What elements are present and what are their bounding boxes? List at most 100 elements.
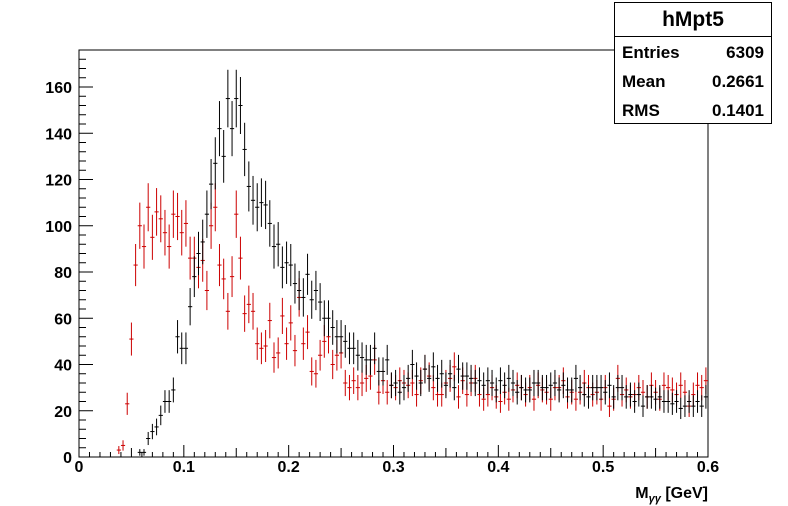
data-point: [598, 374, 604, 401]
data-point: [242, 122, 247, 177]
data-point: [292, 263, 298, 304]
data-point: [204, 270, 209, 311]
data-point: [473, 369, 478, 397]
series-black-points: [137, 69, 708, 456]
data-point: [464, 362, 469, 390]
data-point: [313, 270, 319, 311]
data-point: [250, 175, 256, 225]
data-point: [448, 359, 453, 388]
data-point: [477, 367, 482, 394]
y-tick-label: 160: [45, 80, 72, 97]
data-point: [179, 332, 184, 365]
data-point: [276, 222, 281, 267]
data-point: [376, 357, 381, 386]
data-point: [489, 369, 495, 397]
data-point: [397, 380, 402, 405]
data-point: [498, 367, 503, 394]
data-point: [116, 446, 121, 455]
data-point: [188, 236, 193, 280]
y-tick-label: 60: [54, 311, 72, 328]
data-point: [263, 329, 268, 363]
data-point: [703, 385, 708, 409]
data-point: [171, 190, 176, 238]
y-tick-label: 0: [63, 450, 72, 467]
data-point: [632, 390, 637, 413]
data-point: [234, 190, 239, 238]
data-point: [582, 382, 587, 407]
data-point: [674, 390, 679, 413]
x-axis-title: Mγγ [GeV]: [635, 485, 708, 505]
data-point: [699, 395, 704, 417]
data-point: [452, 374, 457, 401]
data-point: [544, 374, 549, 401]
data-point: [640, 395, 646, 417]
data-point: [343, 325, 348, 358]
stats-label: Mean: [622, 72, 666, 91]
data-point: [519, 374, 524, 401]
data-point: [624, 385, 629, 409]
data-point: [196, 231, 201, 276]
data-point: [255, 327, 260, 360]
data-point: [284, 327, 289, 360]
data-point: [288, 243, 293, 287]
data-point: [565, 377, 570, 403]
data-point: [246, 285, 251, 324]
data-point: [343, 369, 348, 397]
data-point: [368, 344, 373, 375]
data-point: [569, 377, 574, 403]
data-point: [221, 258, 226, 300]
x-tick-label: 0.3: [382, 459, 404, 476]
y-tick-label: 40: [54, 358, 72, 375]
data-point: [179, 209, 184, 256]
data-point: [695, 390, 700, 413]
data-point: [401, 374, 407, 401]
data-point: [691, 395, 696, 417]
data-point: [678, 372, 683, 399]
data-point: [468, 364, 474, 392]
data-point: [578, 374, 583, 401]
data-point: [414, 362, 419, 390]
data-point: [208, 159, 214, 210]
data-point: [167, 390, 172, 413]
data-point: [288, 305, 293, 341]
data-point: [141, 224, 147, 269]
data-point: [238, 236, 243, 280]
stats-row-mean: Mean 0.2661: [622, 68, 764, 96]
x-tick-label: 0.2: [278, 459, 300, 476]
data-point: [280, 246, 285, 289]
data-point: [301, 278, 306, 317]
data-point: [443, 372, 449, 399]
data-point: [146, 431, 151, 446]
data-point: [607, 395, 612, 417]
data-point: [204, 190, 209, 238]
data-point: [573, 364, 579, 392]
x-axis: 0 0.1 0.2 0.3 0.4 0.5 0.6: [75, 445, 719, 476]
y-tick-label: 100: [45, 219, 72, 236]
data-point: [133, 243, 138, 287]
data-point: [611, 385, 616, 409]
data-point: [175, 192, 180, 241]
data-point: [271, 224, 277, 269]
data-point: [242, 295, 247, 332]
data-point: [318, 283, 323, 321]
data-point: [192, 256, 197, 298]
data-point: [645, 385, 650, 409]
data-point: [527, 377, 532, 403]
data-point: [162, 209, 168, 256]
data-point: [510, 369, 516, 397]
data-point: [334, 320, 339, 354]
data-point: [615, 374, 620, 401]
data-point: [183, 200, 189, 247]
data-point: [154, 418, 159, 436]
data-point: [217, 243, 222, 287]
data-point: [267, 302, 272, 339]
data-point: [276, 337, 281, 369]
stats-row-entries: Entries 6309: [622, 39, 764, 67]
stats-title: hMpt5: [615, 3, 771, 37]
data-point: [536, 369, 541, 397]
data-point: [263, 180, 268, 230]
data-point: [217, 101, 222, 157]
data-point: [338, 320, 344, 354]
data-point: [628, 382, 633, 407]
x-tick-label: 0.6: [697, 459, 719, 476]
